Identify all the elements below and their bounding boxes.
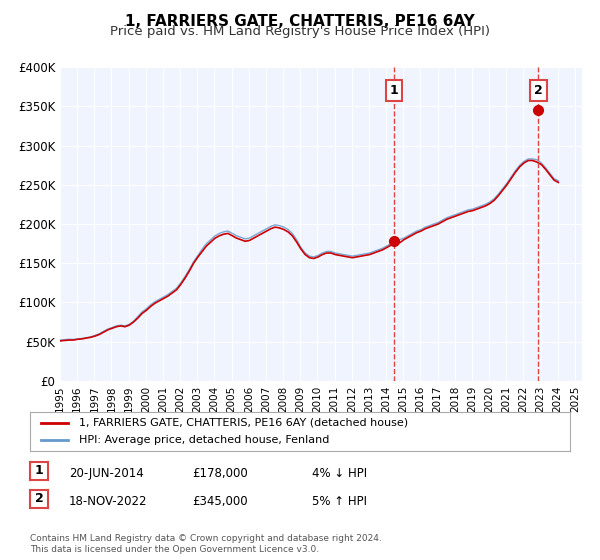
Text: Contains HM Land Registry data © Crown copyright and database right 2024.: Contains HM Land Registry data © Crown c…: [30, 534, 382, 543]
Text: 20-JUN-2014: 20-JUN-2014: [69, 466, 144, 480]
Text: HPI: Average price, detached house, Fenland: HPI: Average price, detached house, Fenl…: [79, 435, 329, 445]
Text: This data is licensed under the Open Government Licence v3.0.: This data is licensed under the Open Gov…: [30, 545, 319, 554]
Text: 4% ↓ HPI: 4% ↓ HPI: [312, 466, 367, 480]
Text: Price paid vs. HM Land Registry's House Price Index (HPI): Price paid vs. HM Land Registry's House …: [110, 25, 490, 38]
Text: 1: 1: [35, 464, 43, 478]
Text: 18-NOV-2022: 18-NOV-2022: [69, 494, 148, 508]
Text: 2: 2: [35, 492, 43, 506]
Text: 1: 1: [390, 84, 398, 97]
Text: 1, FARRIERS GATE, CHATTERIS, PE16 6AY (detached house): 1, FARRIERS GATE, CHATTERIS, PE16 6AY (d…: [79, 418, 408, 428]
Text: £345,000: £345,000: [192, 494, 248, 508]
Text: 5% ↑ HPI: 5% ↑ HPI: [312, 494, 367, 508]
Text: £178,000: £178,000: [192, 466, 248, 480]
Text: 1, FARRIERS GATE, CHATTERIS, PE16 6AY: 1, FARRIERS GATE, CHATTERIS, PE16 6AY: [125, 14, 475, 29]
Text: 2: 2: [534, 84, 543, 97]
